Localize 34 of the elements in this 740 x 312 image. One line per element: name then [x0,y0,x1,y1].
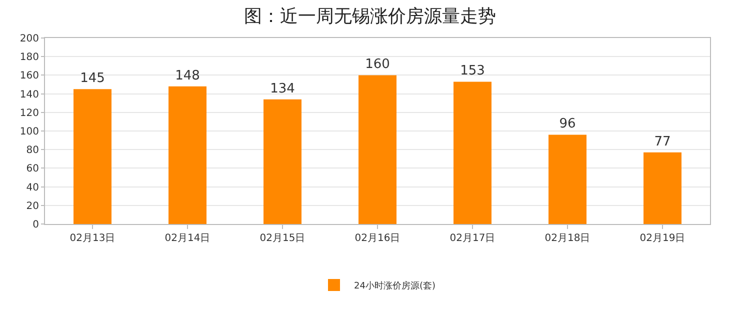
y-tick-label: 180 [20,52,39,64]
bar [644,152,682,224]
bar [454,82,492,224]
y-tick-label: 160 [20,70,39,82]
data-label: 148 [175,68,200,84]
bar [358,75,396,224]
y-tick-label: 120 [20,108,39,119]
x-tick-label: 02月14日 [164,233,210,244]
bar [548,134,586,224]
y-tick-label: 0 [32,220,39,230]
y-tick-label: 200 [20,34,39,44]
data-label: 96 [559,116,576,132]
y-tick-label: 140 [20,89,39,100]
data-label: 153 [460,64,485,79]
y-tick-label: 80 [26,145,39,156]
data-label: 134 [270,81,295,96]
legend-label: 24小时涨价房源(套) [354,280,436,292]
y-tick-label: 40 [26,182,39,194]
bar [168,86,206,224]
bar [74,89,112,224]
data-label: 160 [365,57,390,72]
x-tick-label: 02月19日 [640,233,686,244]
x-tick-label: 02月13日 [70,233,116,244]
data-label: 145 [80,71,105,86]
x-tick-label: 02月17日 [450,233,496,244]
x-tick-label: 02月16日 [354,233,400,244]
y-tick-label: 20 [26,200,39,212]
y-tick-label: 60 [26,164,39,175]
x-tick-label: 02月15日 [260,233,306,244]
bar [264,99,302,224]
chart-title: 图：近一周无锡涨价房源量走势 [244,6,496,27]
data-label: 77 [654,134,671,150]
y-tick-label: 100 [20,126,39,138]
x-tick-label: 02月18日 [544,233,590,244]
